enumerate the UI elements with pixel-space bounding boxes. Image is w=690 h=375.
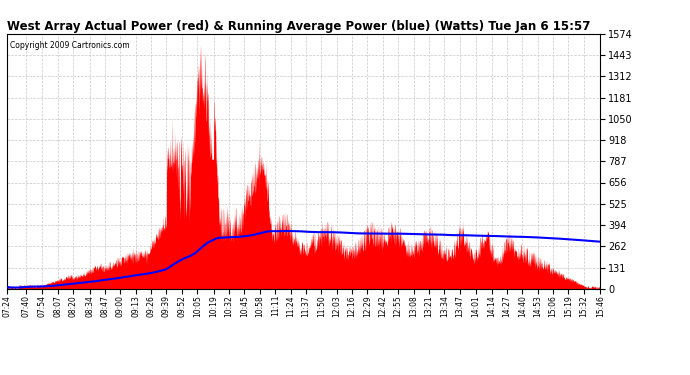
Text: Copyright 2009 Cartronics.com: Copyright 2009 Cartronics.com [10, 41, 130, 50]
Text: West Array Actual Power (red) & Running Average Power (blue) (Watts) Tue Jan 6 1: West Array Actual Power (red) & Running … [7, 20, 590, 33]
